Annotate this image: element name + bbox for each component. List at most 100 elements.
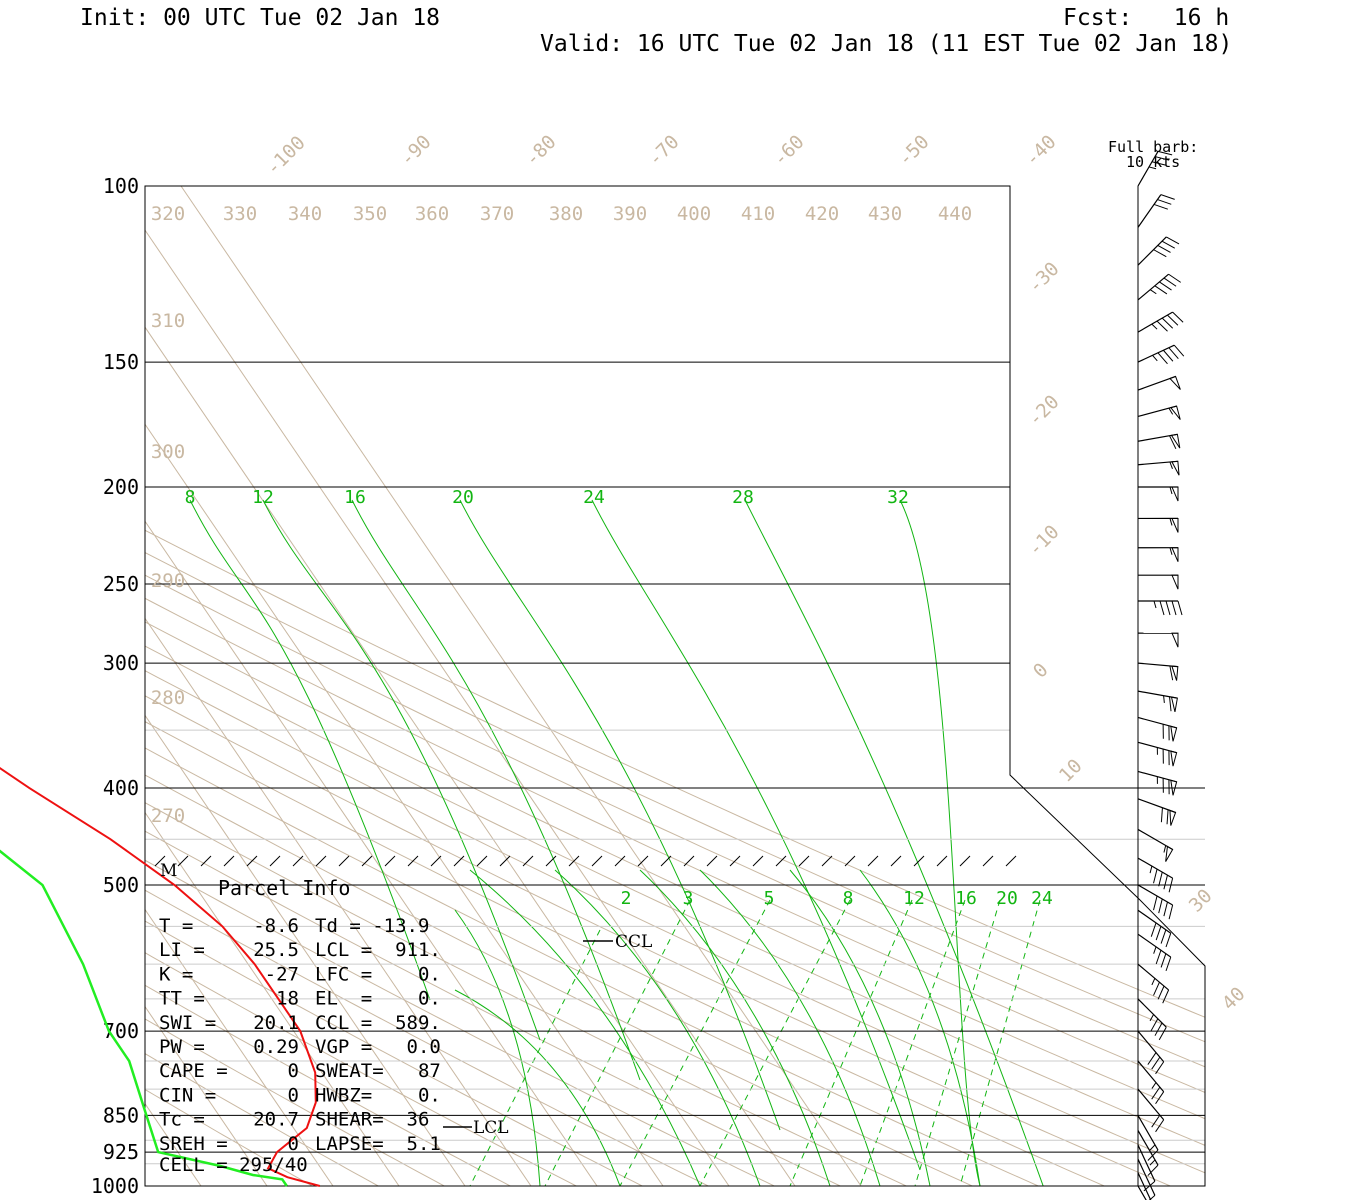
- hatch-mark: [499, 855, 511, 867]
- pressure-label-250: 250: [103, 572, 139, 596]
- isotherm-label: -70: [644, 131, 684, 171]
- dry-adiabat: [145, 186, 1205, 1186]
- mixing-ratio-label: 12: [903, 888, 925, 909]
- mixing-ratio-dashed: [914, 899, 1001, 1186]
- isotherm-label: -10: [1024, 521, 1064, 561]
- hatch-mark: [591, 855, 603, 867]
- hatch-500-marker: [154, 855, 1017, 867]
- pressure-label-925: 925: [103, 1140, 139, 1164]
- hatch-mark: [338, 855, 350, 867]
- isotherm-label: 40: [1218, 983, 1250, 1015]
- wind-barb: [1137, 1130, 1159, 1176]
- theta-label: 300: [151, 441, 185, 463]
- hatch-mark: [384, 855, 396, 867]
- isotherm-label: -60: [769, 131, 809, 171]
- isotherm-label: -100: [262, 132, 310, 180]
- dry-adiabat: [145, 186, 953, 1186]
- theta-label: 340: [288, 203, 322, 225]
- wind-barb: [1137, 741, 1178, 767]
- theta-label: 360: [415, 203, 449, 225]
- hatch-mark: [913, 855, 925, 867]
- dry-adiabat: [145, 186, 1205, 1186]
- parcel-param-right: LCL = 911.: [315, 939, 441, 961]
- parcel-param-right: CCL = 589.: [315, 1012, 441, 1034]
- hatch-mark: [844, 855, 856, 867]
- dry-adiabat: [145, 186, 351, 1186]
- hatch-mark: [453, 855, 465, 867]
- mixing-ratio-curve: [262, 499, 541, 1041]
- mixing-ratio-label: 20: [996, 888, 1018, 909]
- parcel-param-label: T =: [159, 915, 193, 937]
- wind-barb: [1137, 236, 1180, 266]
- wind-barb: [1137, 375, 1181, 391]
- wind-barb: [1137, 344, 1185, 365]
- parcel-param-label: CAPE =: [159, 1060, 228, 1082]
- dry-adiabat: [145, 186, 417, 1186]
- isotherm-label: 0: [1029, 659, 1053, 683]
- isotherm-line: [145, 186, 466, 1186]
- hatch-mark: [637, 855, 649, 867]
- wind-barb: [1137, 433, 1181, 450]
- pressure-label-850: 850: [103, 1103, 139, 1127]
- wind-barb: [1137, 909, 1172, 948]
- theta-label: 440: [938, 203, 972, 225]
- theta-label: 330: [223, 203, 257, 225]
- wind-barb: [1137, 194, 1175, 228]
- wind-barb: [1137, 716, 1178, 742]
- hatch-mark: [200, 855, 212, 867]
- wind-barbs: [1137, 150, 1185, 1200]
- wind-barb: [1137, 547, 1179, 562]
- theta-label: 350: [353, 203, 387, 225]
- wind-barb: [1137, 574, 1179, 590]
- wind-barb: [1137, 150, 1173, 187]
- parcel-param-right: SHEAR= 36: [315, 1109, 429, 1131]
- isotherm-line: [145, 186, 664, 1186]
- wind-barb: [1137, 1185, 1147, 1200]
- theta-label: 400: [677, 203, 711, 225]
- hatch-mark: [683, 855, 695, 867]
- isotherm-label: -30: [1024, 258, 1064, 298]
- parcel-param-right: VGP = 0.0: [315, 1036, 441, 1058]
- hatch-mark: [867, 855, 879, 867]
- parcel-param-value: -27: [265, 963, 299, 985]
- moist-adiabat-curve: [554, 869, 761, 1186]
- hatch-mark: [522, 855, 534, 867]
- isotherm-line: [145, 186, 532, 1186]
- wind-barb: [1137, 517, 1179, 533]
- lcl-label: LCL: [473, 1118, 509, 1138]
- hatch-mark: [706, 855, 718, 867]
- surface-marker: M: [160, 861, 177, 881]
- isotherm-line: [145, 186, 334, 1186]
- pressure-label-150: 150: [103, 350, 139, 374]
- mixing-ratio-dashed: [544, 899, 691, 1186]
- parcel-param-right: LAPSE= 5.1: [315, 1133, 441, 1155]
- hatch-mark: [476, 855, 488, 867]
- dry-adiabat: [145, 186, 1205, 1186]
- mixing-ratio-curve: [351, 499, 641, 1081]
- hatch-mark: [269, 855, 281, 867]
- mixing-ratio-lines: [189, 499, 1051, 1186]
- mixing-ratio-curve: [899, 499, 981, 1186]
- wind-barb: [1137, 1030, 1165, 1075]
- mixing-ratio-dashed: [859, 899, 966, 1186]
- hatch-mark: [315, 855, 327, 867]
- dry-adiabat: [145, 186, 484, 1186]
- mixing-ratio-label: 16: [955, 888, 977, 909]
- hatch-mark: [292, 855, 304, 867]
- theta-label: 390: [613, 203, 647, 225]
- isotherm-line: [180, 186, 862, 1186]
- mixing-ratio-label: 3: [683, 888, 694, 909]
- mixing-ratio-label: 8: [185, 487, 196, 508]
- pressure-label-200: 200: [103, 475, 139, 499]
- dry-adiabat: [145, 186, 886, 1186]
- parcel-param-right: EL = 0.: [315, 988, 441, 1010]
- theta-label: 380: [549, 203, 583, 225]
- hatch-mark: [154, 855, 166, 867]
- parcel-param-right: SWEAT= 87: [315, 1060, 441, 1082]
- init-time: Init: 00 UTC Tue 02 Jan 18: [80, 5, 441, 31]
- theta-label: 430: [868, 203, 902, 225]
- wind-barb: [1137, 486, 1179, 502]
- hatch-mark: [959, 855, 971, 867]
- isotherm-line: [145, 186, 400, 1186]
